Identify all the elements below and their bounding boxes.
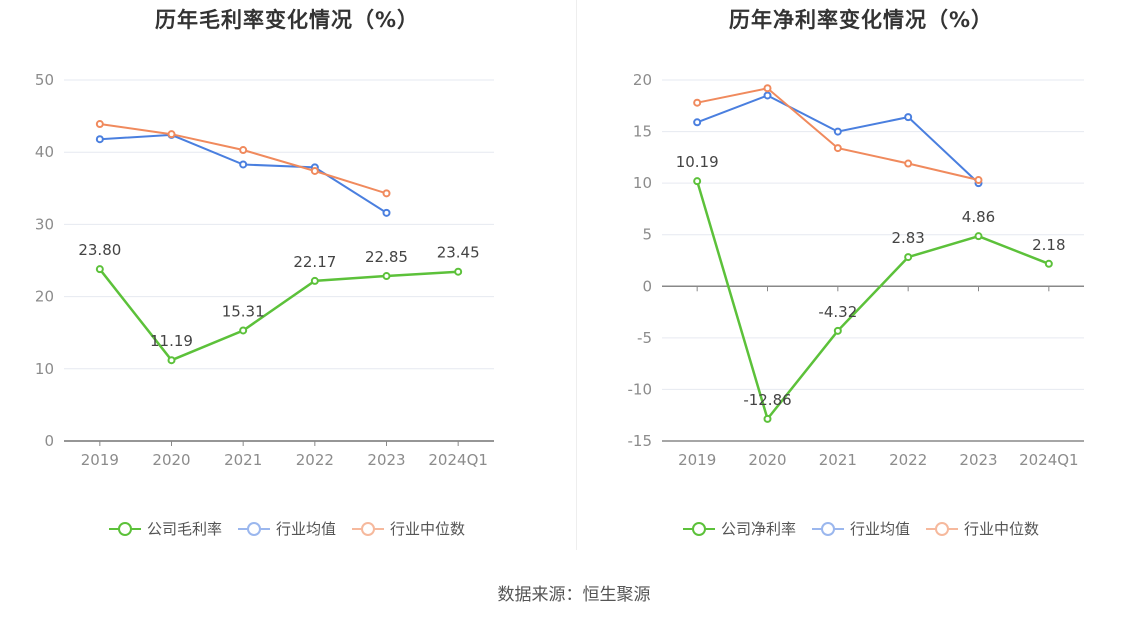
data-point-median	[904, 159, 913, 168]
data-point-company	[310, 276, 319, 285]
data-point-company	[382, 272, 391, 281]
y-tick-label: 30	[35, 215, 54, 233]
data-label: -4.32	[818, 303, 857, 321]
data-point-company	[833, 326, 842, 335]
data-point-avg	[833, 127, 842, 136]
legend: 公司净利率 行业均值 行业中位数	[574, 518, 1148, 539]
data-point-median	[382, 189, 391, 198]
series-line-company	[696, 180, 1050, 422]
data-point-company	[693, 177, 702, 186]
legend-label: 行业中位数	[964, 520, 1040, 538]
chart-title: 历年净利率变化情况（%）	[728, 8, 994, 32]
x-tick-label: 2022	[296, 451, 334, 469]
legend-label: 行业均值	[849, 520, 910, 538]
legend-item-median[interactable]: 行业中位数	[352, 518, 465, 539]
x-tick-label: 2023	[959, 451, 997, 469]
data-point-company	[904, 253, 913, 262]
data-label: -12.86	[743, 391, 791, 409]
data-point-company	[974, 232, 983, 241]
x-tick-label: 2022	[889, 451, 927, 469]
data-point-avg	[693, 118, 702, 127]
legend-swatch-company	[108, 521, 141, 536]
legend-label: 行业中位数	[390, 520, 466, 538]
legend-swatch-median	[352, 521, 384, 536]
x-tick-label: 2019	[81, 451, 119, 469]
legend-label: 公司毛利率	[146, 520, 222, 538]
legend-item-company[interactable]: 公司毛利率	[108, 518, 222, 539]
net-margin-panel: 历年净利率变化情况（%） -15 -10 -5 0 5 10 15 20 2019 2020 202…	[574, 0, 1148, 560]
data-label: 2.83	[891, 229, 924, 247]
data-point-median	[310, 166, 319, 175]
data-label: 10.19	[676, 153, 719, 171]
y-tick-label: -5	[637, 329, 652, 347]
panel-divider	[576, 0, 577, 550]
data-label: 11.19	[150, 332, 193, 350]
gross-margin-chart: 0 10 20 30 40 50 2019 2020 2021 2022 2023 2024Q1 23.…	[35, 71, 494, 469]
data-point-median	[833, 144, 842, 153]
y-tick-label: 10	[35, 360, 54, 378]
x-tick-label: 2024Q1	[428, 451, 488, 469]
data-label: 22.17	[293, 253, 336, 271]
data-point-median	[763, 84, 772, 93]
y-tick-label: 0	[44, 432, 54, 450]
legend-label: 公司净利率	[720, 520, 796, 538]
net-margin-chart: -15 -10 -5 0 5 10 15 20 2019 2020 2021 2022 2023 2024…	[628, 71, 1084, 469]
x-tick-label: 2020	[748, 451, 786, 469]
data-label: 4.86	[962, 208, 995, 226]
legend-item-avg[interactable]: 行业均值	[237, 518, 336, 539]
y-tick-label: 5	[642, 226, 652, 244]
y-tick-label: -10	[628, 380, 653, 398]
legend-item-median[interactable]: 行业中位数	[926, 518, 1039, 539]
series-line-company	[98, 268, 459, 362]
data-label: 22.85	[365, 248, 408, 266]
gross-margin-panel: 历年毛利率变化情况（%） 0 10 20 30 40 50 2019 2020 2021 2022…	[0, 0, 574, 560]
x-tick-label: 2019	[678, 451, 716, 469]
data-point-median	[974, 176, 983, 185]
data-point-median	[95, 120, 104, 129]
data-point-median	[693, 98, 702, 107]
data-point-company	[763, 414, 772, 423]
data-source-caption: 数据来源：恒生聚源	[497, 585, 651, 605]
legend-item-avg[interactable]: 行业均值	[811, 518, 910, 539]
legend-swatch-avg	[237, 521, 270, 536]
x-tick-label: 2024Q1	[1019, 451, 1079, 469]
y-tick-label: 0	[642, 277, 652, 295]
data-point-median	[167, 130, 176, 139]
data-point-avg	[239, 160, 248, 169]
data-point-avg	[95, 135, 104, 144]
y-tick-label: 15	[633, 123, 652, 141]
x-tick-label: 2023	[367, 451, 405, 469]
data-point-avg	[382, 208, 391, 217]
legend-swatch-median	[926, 521, 958, 536]
data-label: 15.31	[222, 302, 265, 320]
data-label: 23.80	[78, 241, 121, 259]
legend-swatch-avg	[811, 521, 844, 536]
data-point-company	[167, 356, 176, 365]
data-point-company	[1044, 259, 1053, 268]
legend-label: 行业均值	[275, 520, 336, 538]
series-line-median	[99, 123, 387, 195]
data-label: 23.45	[437, 244, 480, 262]
legend-swatch-company	[682, 521, 715, 536]
legend-item-company[interactable]: 公司净利率	[682, 518, 796, 539]
y-tick-label: 10	[633, 174, 652, 192]
y-tick-label: 20	[633, 71, 652, 89]
legend: 公司毛利率 行业均值 行业中位数	[0, 518, 574, 539]
data-point-median	[239, 146, 248, 155]
x-tick-label: 2020	[152, 451, 190, 469]
y-tick-label: 20	[35, 288, 54, 306]
x-tick-label: 2021	[224, 451, 262, 469]
x-tick-label: 2021	[819, 451, 857, 469]
data-point-company	[454, 267, 463, 276]
data-point-avg	[763, 91, 772, 100]
y-tick-label: -15	[628, 432, 653, 450]
y-tick-label: 40	[35, 143, 54, 161]
data-point-company	[95, 265, 104, 274]
data-point-avg	[904, 113, 913, 122]
data-label: 2.18	[1032, 236, 1065, 254]
y-tick-label: 50	[35, 71, 54, 89]
chart-title: 历年毛利率变化情况（%）	[154, 8, 420, 32]
data-point-company	[239, 326, 248, 335]
